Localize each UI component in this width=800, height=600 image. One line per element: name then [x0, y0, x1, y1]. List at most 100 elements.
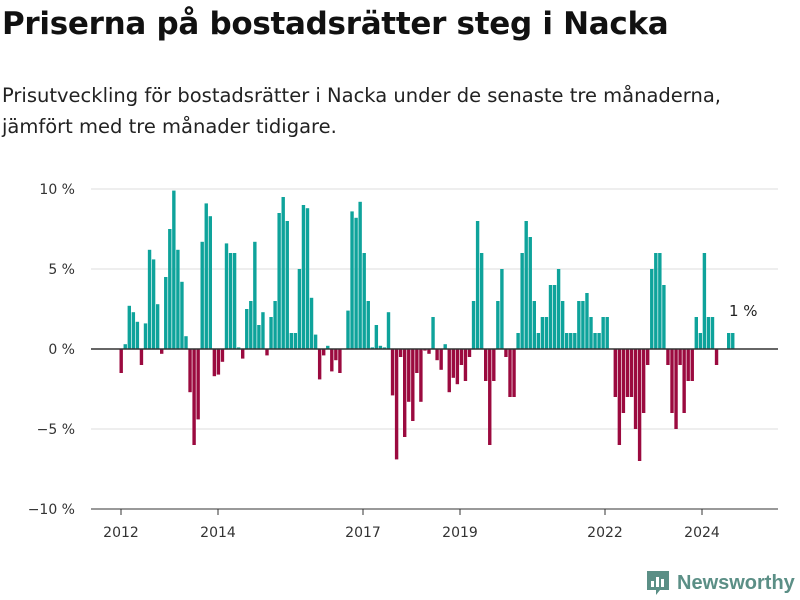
bar	[625, 349, 630, 397]
bar	[216, 349, 221, 375]
bar	[589, 317, 593, 349]
bar	[305, 208, 310, 349]
bar	[224, 243, 229, 349]
bar	[593, 333, 597, 349]
bar	[617, 349, 622, 445]
bar	[358, 201, 362, 349]
bar	[228, 253, 233, 349]
bar	[467, 349, 472, 357]
bar	[516, 333, 520, 349]
bar	[674, 349, 678, 429]
bar	[241, 349, 245, 359]
bar	[127, 305, 131, 349]
bar	[544, 317, 549, 349]
chart-title: Priserna på bostadsrätter steg i Nacka	[2, 6, 669, 42]
bar	[698, 333, 703, 349]
bar	[261, 312, 265, 349]
bar	[731, 333, 735, 349]
bar	[702, 253, 707, 349]
bar	[164, 277, 168, 349]
bar	[597, 333, 601, 349]
bar	[459, 349, 464, 365]
bar	[176, 249, 180, 349]
bar	[269, 317, 273, 349]
bar	[123, 344, 127, 349]
bar	[629, 349, 634, 397]
bar	[528, 237, 532, 349]
bar	[322, 349, 326, 356]
bar	[536, 333, 541, 349]
x-tick-label: 2022	[587, 525, 623, 541]
bar	[666, 349, 670, 365]
bar	[658, 253, 662, 349]
bar	[398, 349, 403, 357]
bar	[585, 293, 589, 349]
bar	[350, 211, 354, 349]
bar	[338, 349, 342, 373]
bar	[577, 301, 581, 349]
bar	[471, 301, 476, 349]
bar	[119, 349, 123, 373]
bar	[330, 349, 334, 372]
bar	[135, 321, 140, 349]
bar	[601, 317, 605, 349]
bar	[439, 349, 443, 370]
bar	[354, 217, 358, 349]
bar	[690, 349, 694, 381]
bar	[232, 253, 237, 349]
bar	[706, 317, 711, 349]
bar	[451, 349, 455, 378]
bar	[346, 310, 350, 349]
bar	[532, 301, 536, 349]
bar	[249, 301, 253, 349]
x-axis-ticks: 2012 2014 2017 2019 2022 2024	[103, 509, 720, 541]
bar	[488, 349, 492, 445]
bar	[552, 285, 557, 349]
bar	[139, 349, 144, 365]
newsworthy-logo: Newsworthy	[645, 569, 795, 597]
bar	[326, 345, 330, 349]
bar	[394, 349, 399, 460]
bar	[670, 349, 674, 413]
bar	[155, 304, 160, 349]
bar	[508, 349, 512, 397]
bar	[407, 349, 411, 402]
brand-name: Newsworthy	[677, 571, 795, 594]
bar	[435, 349, 439, 361]
y-tick-label: 0 %	[48, 342, 75, 358]
bar	[694, 317, 698, 349]
bar	[654, 253, 658, 349]
bar	[362, 253, 366, 349]
bar	[289, 333, 293, 349]
bar	[257, 325, 261, 349]
bar	[204, 203, 208, 349]
x-tick-label: 2017	[345, 525, 381, 541]
bar	[540, 317, 545, 349]
bar	[455, 349, 460, 385]
bar	[403, 349, 407, 437]
bar	[196, 349, 200, 420]
bar	[180, 281, 184, 349]
bar	[208, 216, 212, 349]
bar-chart: 10 % 5 % 0 % −5 % −10 % 2012 2014 2017 2019 2022…	[28, 182, 778, 541]
bar	[277, 213, 281, 349]
bar	[727, 333, 731, 349]
bar-chart-logo-icon	[647, 571, 669, 595]
bar	[427, 349, 431, 354]
bar	[160, 349, 164, 354]
bar	[463, 349, 468, 381]
bar	[492, 349, 496, 381]
bar	[188, 349, 192, 393]
bar	[447, 349, 451, 393]
bar	[151, 259, 156, 349]
x-tick-label: 2019	[442, 525, 478, 541]
bar	[317, 349, 322, 380]
bar	[524, 221, 528, 349]
bar	[714, 349, 719, 365]
bar	[569, 333, 573, 349]
y-tick-label: −10 %	[28, 502, 75, 518]
bar	[646, 349, 650, 365]
bar	[265, 349, 269, 356]
bar	[650, 269, 654, 349]
bar-series	[119, 190, 735, 461]
